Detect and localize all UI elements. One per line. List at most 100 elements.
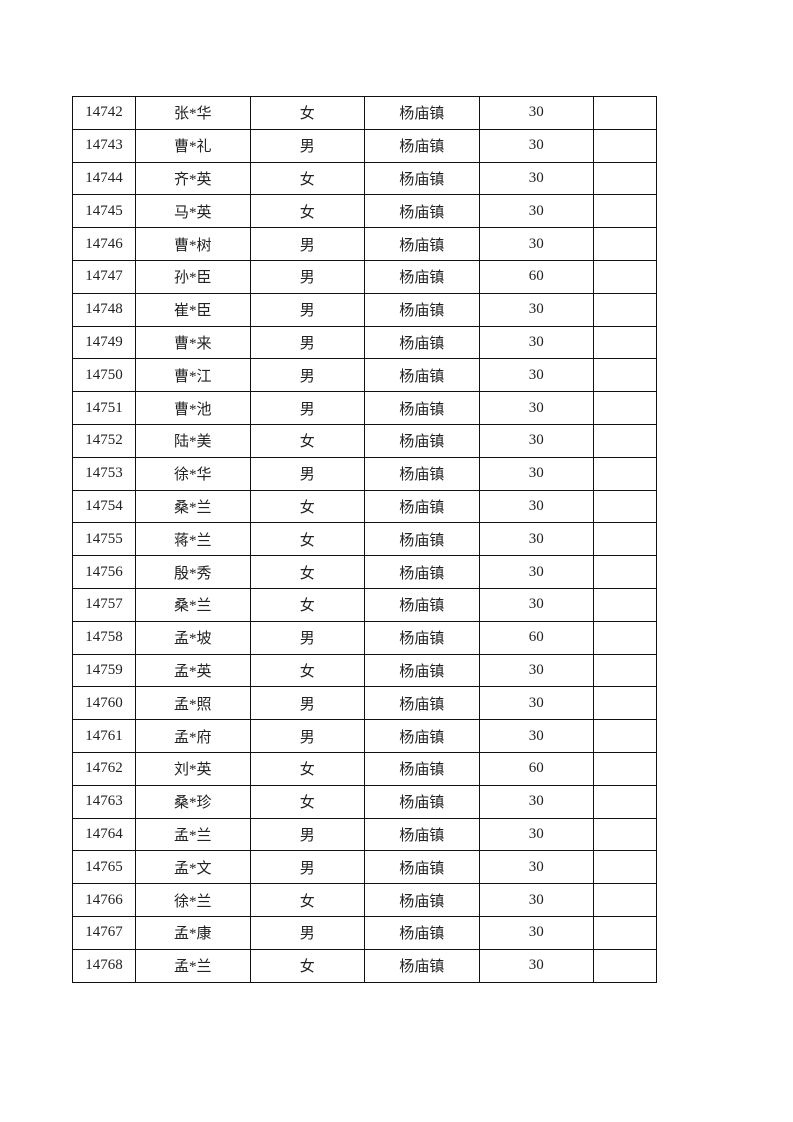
table-row: 14754 桑*兰女杨庙镇 30	[72, 489, 657, 524]
town-cell: 杨庙镇	[364, 194, 480, 229]
town-cell: 杨庙镇	[364, 522, 480, 557]
id-cell: 14766	[72, 883, 136, 917]
name-cell: 孟*英	[135, 653, 251, 688]
gender-cell: 男	[249, 456, 365, 491]
name-cell: 张*华	[135, 96, 251, 130]
note-cell	[593, 227, 657, 261]
name-cell: 齐*英	[135, 161, 251, 196]
table-row: 14749 曹*来男杨庙镇 30	[72, 325, 657, 360]
note-cell	[593, 489, 657, 524]
id-cell: 14752	[72, 423, 136, 458]
amount-cell: 30	[478, 850, 594, 885]
id-cell: 14748	[72, 292, 136, 327]
table-row: 14747 孙*臣男杨庙镇 60	[72, 259, 657, 294]
table-row: 14763 桑*珍女杨庙镇 30	[72, 784, 657, 819]
town-cell: 杨庙镇	[364, 555, 480, 589]
name-cell: 孟*兰	[135, 948, 251, 983]
table-row: 14744 齐*英女杨庙镇 30	[72, 161, 657, 196]
note-cell	[593, 128, 657, 163]
amount-cell: 30	[478, 686, 594, 721]
table-row: 14761 孟*府男杨庙镇 30	[72, 719, 657, 753]
table-row: 14757 桑*兰女杨庙镇 30	[72, 587, 657, 622]
town-cell: 杨庙镇	[364, 784, 480, 819]
note-cell	[593, 653, 657, 688]
id-cell: 14760	[72, 686, 136, 721]
town-cell: 杨庙镇	[364, 161, 480, 196]
name-cell: 崔*臣	[135, 292, 251, 327]
id-cell: 14755	[72, 522, 136, 557]
table-row: 14755 蒋*兰女杨庙镇 30	[72, 522, 657, 557]
gender-cell: 女	[249, 653, 365, 688]
id-cell: 14761	[72, 719, 136, 753]
amount-cell: 30	[478, 358, 594, 393]
name-cell: 曹*来	[135, 325, 251, 360]
name-cell: 曹*礼	[135, 128, 251, 163]
amount-cell: 30	[478, 423, 594, 458]
amount-cell: 30	[478, 948, 594, 983]
town-cell: 杨庙镇	[364, 653, 480, 688]
id-cell: 14768	[72, 948, 136, 983]
gender-cell: 男	[249, 817, 365, 852]
note-cell	[593, 915, 657, 950]
town-cell: 杨庙镇	[364, 817, 480, 852]
note-cell	[593, 292, 657, 327]
gender-cell: 女	[249, 194, 365, 229]
town-cell: 杨庙镇	[364, 948, 480, 983]
gender-cell: 男	[249, 719, 365, 753]
id-cell: 14742	[72, 96, 136, 130]
gender-cell: 女	[249, 555, 365, 589]
id-cell: 14750	[72, 358, 136, 393]
gender-cell: 男	[249, 850, 365, 885]
amount-cell: 60	[478, 620, 594, 655]
note-cell	[593, 194, 657, 229]
note-cell	[593, 161, 657, 196]
gender-cell: 男	[249, 128, 365, 163]
town-cell: 杨庙镇	[364, 719, 480, 753]
name-cell: 曹*树	[135, 227, 251, 261]
amount-cell: 30	[478, 489, 594, 524]
amount-cell: 30	[478, 587, 594, 622]
table-row: 14766 徐*兰女杨庙镇 30	[72, 883, 657, 917]
amount-cell: 60	[478, 751, 594, 786]
town-cell: 杨庙镇	[364, 128, 480, 163]
table-row: 14762 刘*英女杨庙镇 60	[72, 751, 657, 786]
id-cell: 14751	[72, 391, 136, 425]
gender-cell: 女	[249, 489, 365, 524]
name-cell: 孟*兰	[135, 817, 251, 852]
gender-cell: 男	[249, 915, 365, 950]
amount-cell: 30	[478, 719, 594, 753]
town-cell: 杨庙镇	[364, 325, 480, 360]
records-table: 14742 张*华女杨庙镇 30 14743 曹*礼男杨庙镇 30 14744 齐*英女杨庙镇…	[72, 96, 657, 983]
name-cell: 桑*兰	[135, 587, 251, 622]
amount-cell: 30	[478, 817, 594, 852]
town-cell: 杨庙镇	[364, 686, 480, 721]
gender-cell: 男	[249, 620, 365, 655]
town-cell: 杨庙镇	[364, 915, 480, 950]
note-cell	[593, 686, 657, 721]
note-cell	[593, 423, 657, 458]
name-cell: 孟*文	[135, 850, 251, 885]
amount-cell: 30	[478, 883, 594, 917]
name-cell: 孙*臣	[135, 259, 251, 294]
name-cell: 孟*照	[135, 686, 251, 721]
table-row: 14745 马*英女杨庙镇 30	[72, 194, 657, 229]
name-cell: 孟*坡	[135, 620, 251, 655]
amount-cell: 30	[478, 522, 594, 557]
table-row: 14746 曹*树男杨庙镇 30	[72, 227, 657, 261]
id-cell: 14757	[72, 587, 136, 622]
id-cell: 14753	[72, 456, 136, 491]
gender-cell: 男	[249, 391, 365, 425]
amount-cell: 30	[478, 96, 594, 130]
town-cell: 杨庙镇	[364, 358, 480, 393]
name-cell: 陆*美	[135, 423, 251, 458]
town-cell: 杨庙镇	[364, 456, 480, 491]
town-cell: 杨庙镇	[364, 96, 480, 130]
table-row: 14756 殷*秀女杨庙镇 30	[72, 555, 657, 589]
amount-cell: 30	[478, 161, 594, 196]
gender-cell: 男	[249, 325, 365, 360]
id-cell: 14767	[72, 915, 136, 950]
table-row: 14743 曹*礼男杨庙镇 30	[72, 128, 657, 163]
note-cell	[593, 751, 657, 786]
id-cell: 14747	[72, 259, 136, 294]
gender-cell: 女	[249, 751, 365, 786]
